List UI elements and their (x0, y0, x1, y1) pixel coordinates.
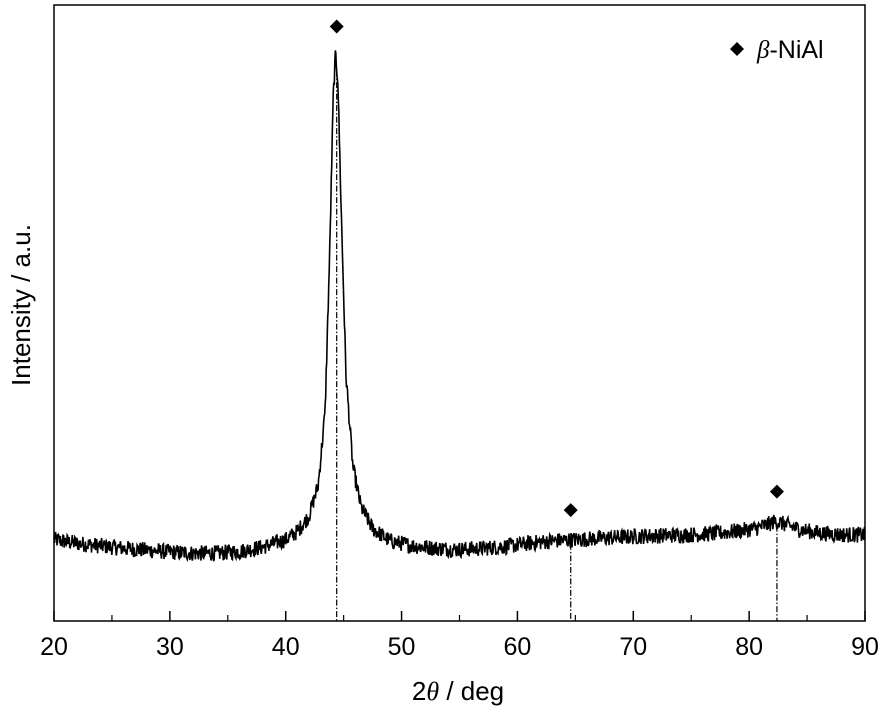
peak-guide-lines (336, 70, 778, 621)
x-tick-label: 70 (619, 633, 647, 661)
legend-label-text: -NiAl (769, 36, 823, 64)
peak-marker (563, 503, 578, 518)
x-tick-label: 90 (851, 633, 879, 661)
legend-marker (730, 42, 744, 56)
legend-label: β-NiAl (756, 36, 824, 64)
x-axis-title-symbol: θ (426, 677, 439, 706)
y-axis-title: Intensity / a.u. (6, 224, 36, 386)
series-line (53, 50, 866, 563)
legend: β-NiAl (730, 36, 824, 64)
x-axis-tick-labels: 20 30 40 50 60 70 80 90 (40, 633, 879, 661)
x-tick-label: 80 (735, 633, 763, 661)
x-tick-label: 60 (504, 633, 532, 661)
x-axis-ticks (53, 611, 866, 621)
peak-markers (329, 19, 784, 518)
x-tick-label: 30 (156, 633, 184, 661)
x-axis-title-prefix: 2 (412, 676, 426, 706)
peak-marker (769, 484, 784, 499)
x-axis-title: 2θ / deg (412, 676, 504, 706)
peak-marker (329, 19, 344, 34)
legend-label-symbol: β (756, 37, 770, 64)
x-tick-label: 20 (40, 633, 68, 661)
x-tick-label: 40 (272, 633, 300, 661)
x-axis-title-suffix: / deg (439, 676, 504, 706)
x-tick-label: 50 (388, 633, 416, 661)
